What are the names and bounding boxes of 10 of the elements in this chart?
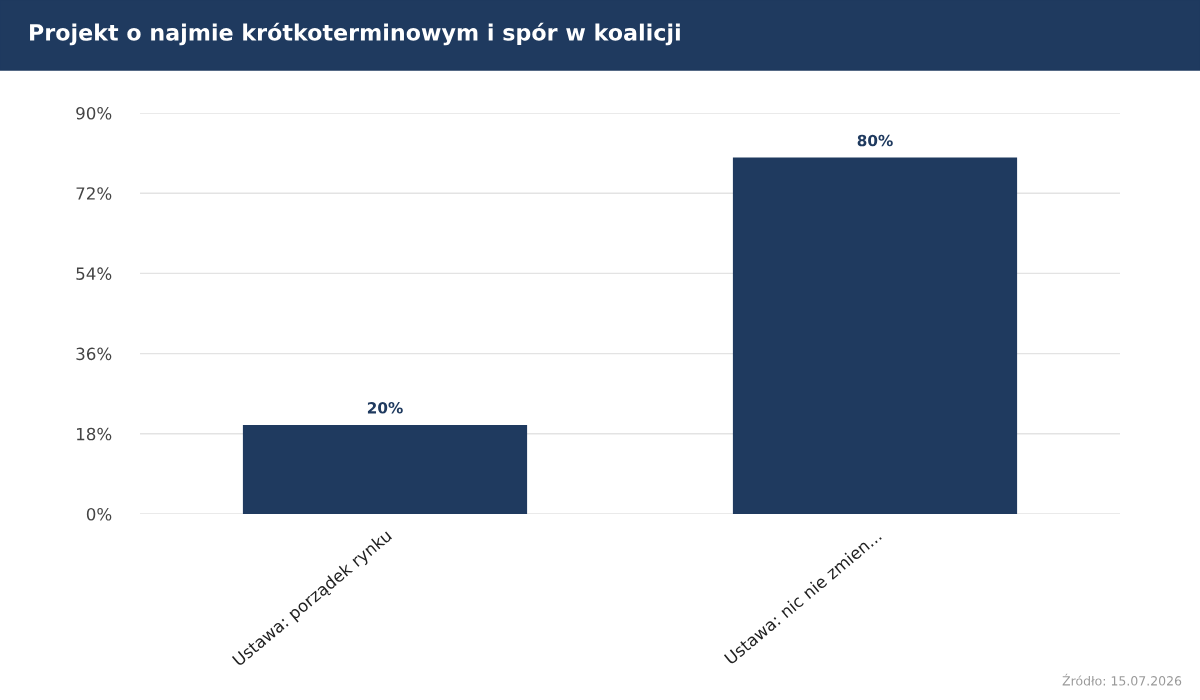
chart-title: Projekt o najmie krótkoterminowym i spór w koalicji [30, 22, 680, 46]
text: Źródło: 15.07.2026 [1062, 673, 1182, 686]
y-tick-label: 54% [76, 267, 112, 280]
y-tick-label: 72% [76, 187, 112, 200]
y-tick-label: 18% [77, 427, 112, 441]
data-label: 20% [367, 402, 403, 414]
y-tick-label: 90% [76, 106, 112, 120]
data-label: 80% [857, 134, 893, 147]
y-tick-label: 0% [86, 507, 112, 521]
y-tick-label: 36% [76, 347, 112, 361]
